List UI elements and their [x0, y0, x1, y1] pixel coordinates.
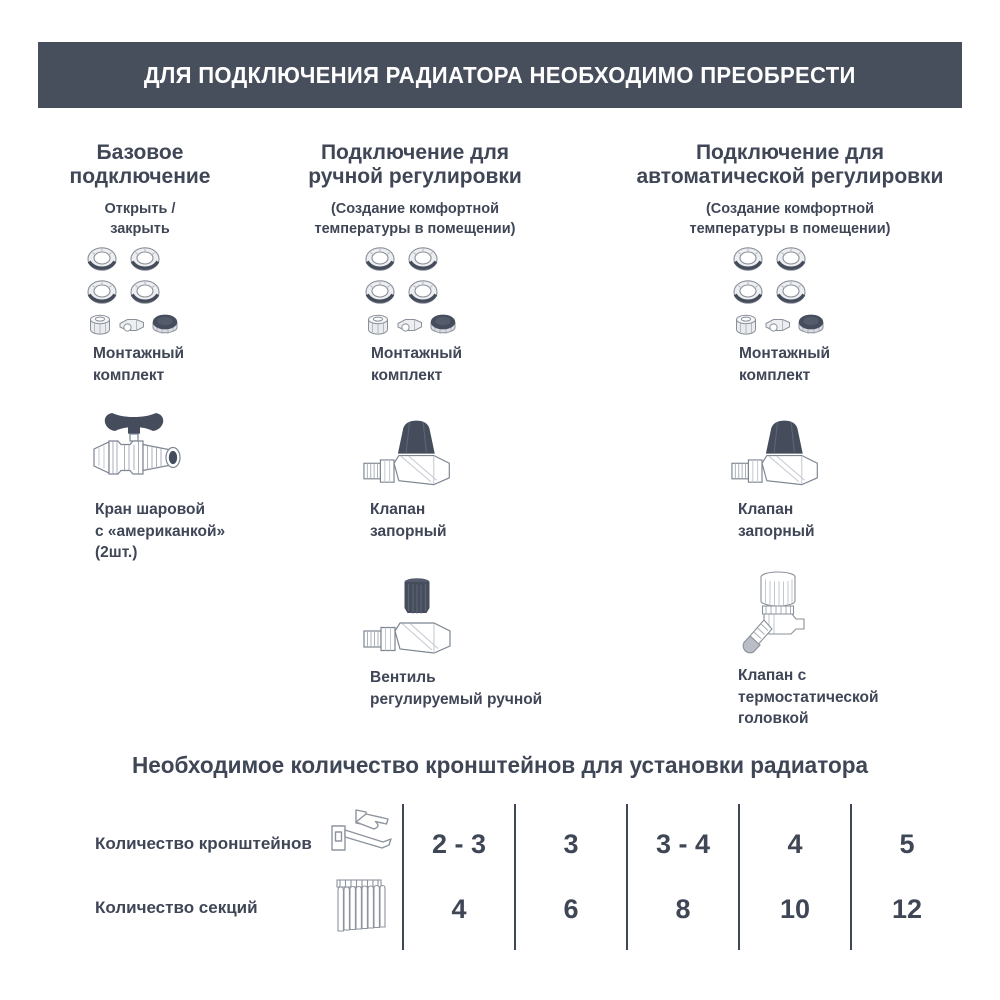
plug-icon	[368, 314, 388, 336]
thermostatic-valve-label: Клапан с термостатической головкой	[738, 667, 879, 728]
mounting-kit-rings	[733, 247, 833, 306]
mounting-ring-icon	[130, 280, 160, 305]
sections-row-label: Количество секций	[95, 898, 258, 917]
sections-value: 8	[675, 893, 691, 924]
mounting-ring-icon	[87, 280, 117, 305]
table-divider	[738, 804, 740, 950]
column-3-subtitle: (Создание комфортной температуры в помещ…	[689, 201, 891, 238]
mounting-kit-label: Монтажный комплект	[371, 345, 463, 384]
brackets-table-title: Необходимое количество кронштейнов для у…	[131, 752, 869, 778]
column-1-subtitle: Открыть / закрыть	[104, 201, 176, 238]
vent-key-icon	[765, 318, 790, 332]
mounting-kit-2: Монтажный комплект	[365, 247, 465, 384]
brackets-value: 4	[787, 828, 803, 859]
cap-icon	[798, 314, 824, 335]
sections-value: 6	[563, 893, 579, 924]
cap-icon	[430, 314, 456, 335]
mounting-ring-icon	[776, 280, 806, 305]
mounting-ring-icon	[365, 247, 395, 272]
ball-valve-label: Кран шаровой с «американкой» (2шт.)	[95, 501, 226, 562]
manual-valve-label: Вентиль регулируемый ручной	[370, 669, 543, 708]
mounting-ring-icon	[733, 247, 763, 272]
brackets-value: 5	[899, 828, 915, 859]
table-divider	[514, 804, 516, 950]
vent-key-icon	[397, 318, 422, 332]
mounting-ring-icon	[408, 247, 438, 272]
column-3-title: Подключение для автоматической регулиров…	[636, 141, 944, 189]
plug-icon	[736, 314, 756, 336]
mounting-ring-icon	[776, 247, 806, 272]
column-2-subtitle: (Создание комфортной температуры в помещ…	[314, 201, 516, 238]
brackets-value: 3 - 4	[655, 828, 711, 859]
mounting-kit-rings	[365, 247, 465, 306]
vent-key-icon	[119, 318, 144, 332]
brackets-value: 2 - 3	[431, 828, 487, 859]
brackets-row-label: Количество кронштейнов	[95, 834, 312, 853]
ball-valve-icon	[93, 413, 181, 475]
sections-value: 4	[451, 893, 467, 924]
sections-value: 12	[891, 893, 923, 924]
shutoff-valve-icon	[363, 420, 450, 486]
mounting-kit-rings	[87, 247, 187, 306]
shutoff-valve-icon	[731, 420, 818, 486]
header-title: ДЛЯ ПОДКЛЮЧЕНИЯ РАДИАТОРА НЕОБХОДИМО ПРЕ…	[144, 61, 856, 88]
mounting-ring-icon	[365, 280, 395, 305]
column-2-title: Подключение для ручной регулировки	[308, 141, 522, 189]
mounting-kit-1: Монтажный комплект	[87, 247, 187, 384]
wall-bracket-icon	[331, 809, 392, 851]
radiator-icon	[336, 879, 386, 932]
plug-icon	[90, 314, 110, 336]
mounting-ring-icon	[87, 247, 117, 272]
table-divider	[850, 804, 852, 950]
cap-icon	[152, 314, 178, 335]
mounting-ring-icon	[733, 280, 763, 305]
table-divider	[626, 804, 628, 950]
mounting-kit-label: Монтажный комплект	[739, 345, 831, 384]
mounting-ring-icon	[130, 247, 160, 272]
shutoff-valve-label: Клапан запорный	[738, 501, 815, 540]
thermostatic-valve-icon	[742, 571, 805, 654]
header-banner: ДЛЯ ПОДКЛЮЧЕНИЯ РАДИАТОРА НЕОБХОДИМО ПРЕ…	[38, 42, 962, 108]
sections-value: 10	[779, 893, 811, 924]
mounting-kit-label: Монтажный комплект	[93, 345, 185, 384]
table-divider	[402, 804, 404, 950]
brackets-value: 3	[563, 828, 579, 859]
column-1-title: Базовое подключение	[69, 141, 211, 189]
mounting-kit-3: Монтажный комплект	[733, 247, 833, 384]
shutoff-valve-label: Клапан запорный	[370, 501, 447, 540]
mounting-ring-icon	[408, 280, 438, 305]
manual-valve-icon	[363, 578, 451, 654]
